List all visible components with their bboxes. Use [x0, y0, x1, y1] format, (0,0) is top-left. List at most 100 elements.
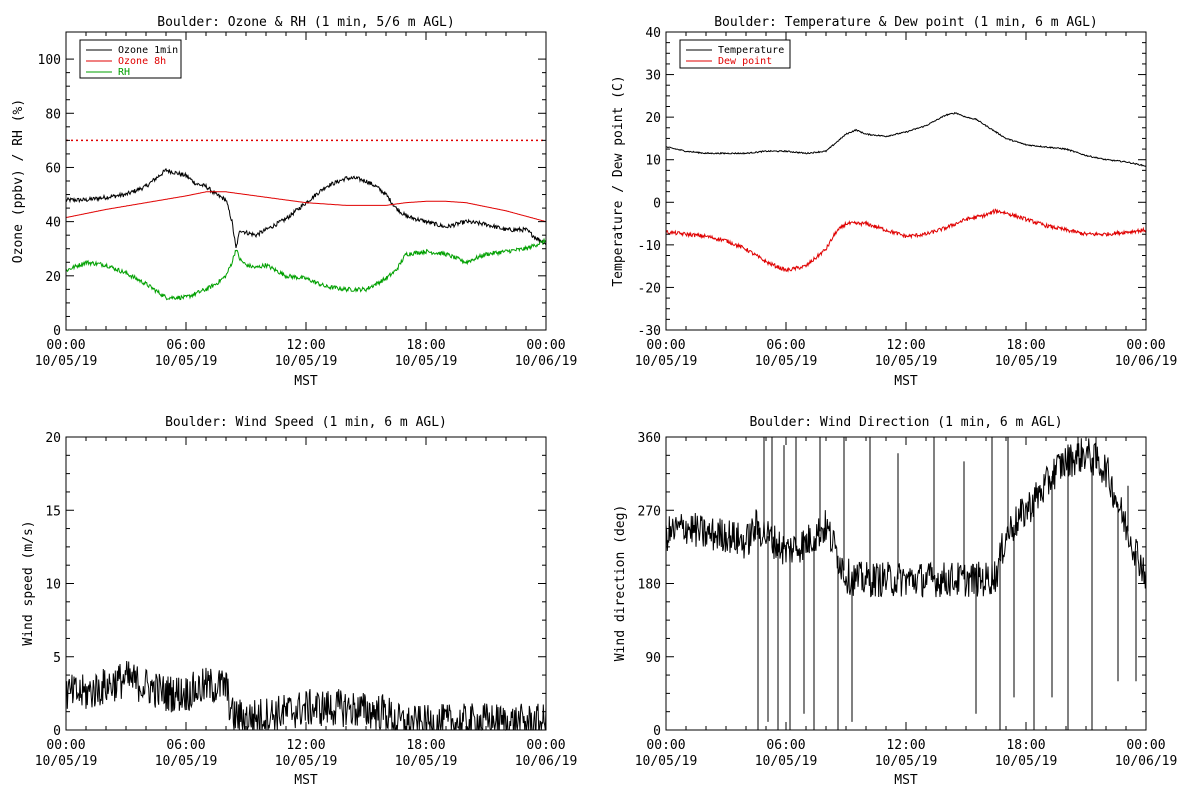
x-tick-label-date: 10/05/19 [755, 354, 818, 369]
chart-title: Boulder: Wind Speed (1 min, 6 m AGL) [165, 415, 447, 430]
chart-title: Boulder: Wind Direction (1 min, 6 m AGL) [749, 415, 1062, 430]
y-tick-label: 20 [45, 270, 61, 285]
x-tick-label-time: 06:00 [766, 338, 805, 353]
x-tick-label-time: 00:00 [1126, 338, 1165, 353]
legend: Ozone 1min Ozone 8h RH [79, 39, 182, 79]
x-tick-label-time: 00:00 [526, 338, 565, 353]
x-tick-label-date: 10/05/19 [395, 354, 458, 369]
chart-title: Boulder: Ozone & RH (1 min, 5/6 m AGL) [157, 15, 454, 30]
chart-title: Boulder: Temperature & Dew point (1 min,… [714, 15, 1098, 30]
x-tick-label-date: 10/06/19 [515, 354, 578, 369]
series-line-trace-0 [665, 438, 1147, 598]
series-line-ozone-1min [65, 168, 547, 249]
panel-temperature-dewpoint: Boulder: Temperature & Dew point (1 min,… [611, 15, 1177, 389]
x-tick-label-time: 18:00 [406, 338, 445, 353]
x-tick-label-date: 10/06/19 [1115, 354, 1178, 369]
y-tick-label: 0 [53, 724, 61, 739]
y-tick-label: 10 [645, 154, 661, 169]
x-tick-label-date: 10/05/19 [995, 354, 1058, 369]
y-tick-label: 60 [45, 161, 61, 176]
x-tick-label-time: 18:00 [406, 738, 445, 753]
legend-box [679, 39, 791, 69]
legend-label-temperature: Temperature [718, 45, 784, 56]
y-tick-label: 360 [638, 431, 661, 446]
y-tick-label: -10 [638, 239, 661, 254]
plot-area [65, 139, 547, 301]
y-tick-label: 80 [45, 107, 61, 122]
x-tick-label-date: 10/05/19 [275, 754, 338, 769]
y-tick-label: 270 [638, 504, 661, 519]
x-tick-label-date: 10/05/19 [755, 754, 818, 769]
plot-frame [665, 31, 1147, 331]
x-tick-label-time: 06:00 [166, 738, 205, 753]
x-tick-label-date: 10/05/19 [155, 754, 218, 769]
legend: Temperature Dew point [679, 39, 791, 69]
y-tick-label: -20 [638, 281, 661, 296]
x-tick-label-time: 12:00 [886, 338, 925, 353]
legend-label-ozone-8h: Ozone 8h [118, 56, 166, 67]
plot-area [665, 111, 1147, 273]
legend-label-ozone-1min: Ozone 1min [118, 45, 178, 56]
x-tick-label-time: 12:00 [286, 738, 325, 753]
y-tick-label: 180 [638, 578, 661, 593]
x-tick-label-date: 10/05/19 [155, 354, 218, 369]
y-tick-label: 40 [645, 26, 661, 41]
x-tick-label-time: 12:00 [886, 738, 925, 753]
x-tick-label-time: 00:00 [526, 738, 565, 753]
y-tick-label: 20 [45, 431, 61, 446]
y-tick-label: 10 [45, 578, 61, 593]
y-tick-label: 5 [53, 651, 61, 666]
x-tick-label-time: 00:00 [646, 738, 685, 753]
x-axis-label: MST [294, 374, 318, 389]
x-tick-label-time: 12:00 [286, 338, 325, 353]
x-tick-label-time: 00:00 [46, 338, 85, 353]
x-tick-label-date: 10/05/19 [875, 354, 938, 369]
legend-label-rh: RH [118, 67, 130, 78]
x-axis-label: MST [894, 773, 918, 788]
x-tick-label-date: 10/05/19 [275, 354, 338, 369]
x-tick-label-date: 10/05/19 [635, 754, 698, 769]
x-tick-label-time: 00:00 [646, 338, 685, 353]
y-axis-label: Ozone (ppbv) / RH (%) [11, 99, 26, 263]
x-tick-label-time: 06:00 [166, 338, 205, 353]
y-tick-label: 20 [645, 111, 661, 126]
series-line-trace-0 [65, 660, 547, 731]
y-tick-label: 0 [653, 196, 661, 211]
y-axis-label: Wind speed (m/s) [21, 520, 36, 645]
x-tick-label-date: 10/06/19 [515, 754, 578, 769]
series-line-ozone-8h [65, 191, 547, 223]
x-tick-label-date: 10/05/19 [995, 754, 1058, 769]
y-axis-label: Temperature / Dew point (C) [611, 75, 626, 286]
y-tick-label: 0 [653, 724, 661, 739]
x-tick-label-date: 10/05/19 [35, 754, 98, 769]
plot-area [65, 660, 547, 731]
x-tick-label-date: 10/05/19 [35, 354, 98, 369]
x-tick-label-time: 18:00 [1006, 338, 1045, 353]
x-tick-label-date: 10/05/19 [635, 354, 698, 369]
y-tick-label: 90 [645, 651, 661, 666]
y-tick-label: 30 [645, 69, 661, 84]
x-tick-label-time: 06:00 [766, 738, 805, 753]
x-tick-label-time: 00:00 [1126, 738, 1165, 753]
panel-ozone-rh: Boulder: Ozone & RH (1 min, 5/6 m AGL) O… [11, 15, 577, 389]
x-tick-label-date: 10/05/19 [395, 754, 458, 769]
plot-area [665, 437, 1147, 730]
panel-wind-speed: Boulder: Wind Speed (1 min, 6 m AGL) Win… [21, 415, 577, 788]
x-axis-label: MST [294, 773, 318, 788]
y-tick-label: 15 [45, 504, 61, 519]
x-tick-label-time: 00:00 [46, 738, 85, 753]
y-tick-label: 40 [45, 216, 61, 231]
y-tick-label: 100 [38, 53, 61, 68]
y-tick-label: -30 [638, 324, 661, 339]
y-axis-label: Wind direction (deg) [613, 505, 628, 662]
y-tick-label: 0 [53, 324, 61, 339]
series-line-rh [65, 237, 547, 301]
x-tick-label-time: 18:00 [1006, 738, 1045, 753]
x-axis-label: MST [894, 374, 918, 389]
series-line-temperature [665, 111, 1147, 167]
legend-label-dew-point: Dew point [718, 56, 772, 67]
series-line-dew-point [665, 208, 1147, 273]
panel-wind-direction: Boulder: Wind Direction (1 min, 6 m AGL)… [613, 415, 1177, 788]
x-tick-label-date: 10/06/19 [1115, 754, 1178, 769]
